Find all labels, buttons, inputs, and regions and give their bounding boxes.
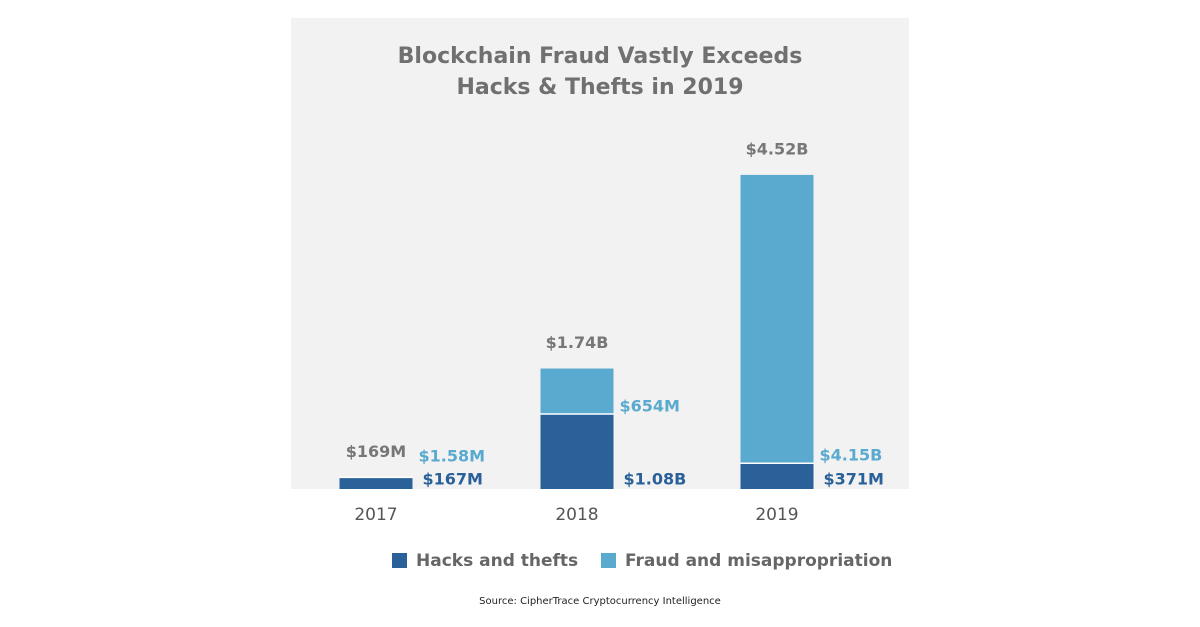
bar-segment: [339, 477, 413, 489]
value-label: $1.58M: [419, 447, 486, 466]
total-label: $169M: [346, 442, 406, 461]
x-tick-label: 2018: [555, 505, 598, 525]
source-note: Source: CipherTrace Cryptocurrency Intel…: [479, 596, 721, 607]
x-tick-label: 2017: [354, 505, 397, 525]
value-label: $654M: [620, 396, 680, 415]
value-label: $4.15B: [820, 446, 883, 465]
chart-title: Hacks & Thefts in 2019: [456, 75, 743, 100]
bar-segment: [740, 463, 814, 489]
value-label: $371M: [824, 470, 884, 489]
bar-segment: [540, 413, 614, 489]
legend-label: Hacks and thefts: [416, 551, 578, 571]
total-label: $4.52B: [746, 139, 809, 158]
value-label: $167M: [423, 470, 483, 489]
legend-label: Fraud and misappropriation: [625, 551, 892, 571]
total-label: $1.74B: [546, 333, 609, 352]
legend-swatch: [601, 553, 616, 568]
legend-swatch: [392, 553, 407, 568]
chart-title: Blockchain Fraud Vastly Exceeds: [398, 44, 803, 69]
bar-segment: [540, 368, 614, 414]
x-tick-label: 2019: [755, 505, 798, 525]
bar-segment: [740, 174, 814, 464]
value-label: $1.08B: [624, 470, 687, 489]
